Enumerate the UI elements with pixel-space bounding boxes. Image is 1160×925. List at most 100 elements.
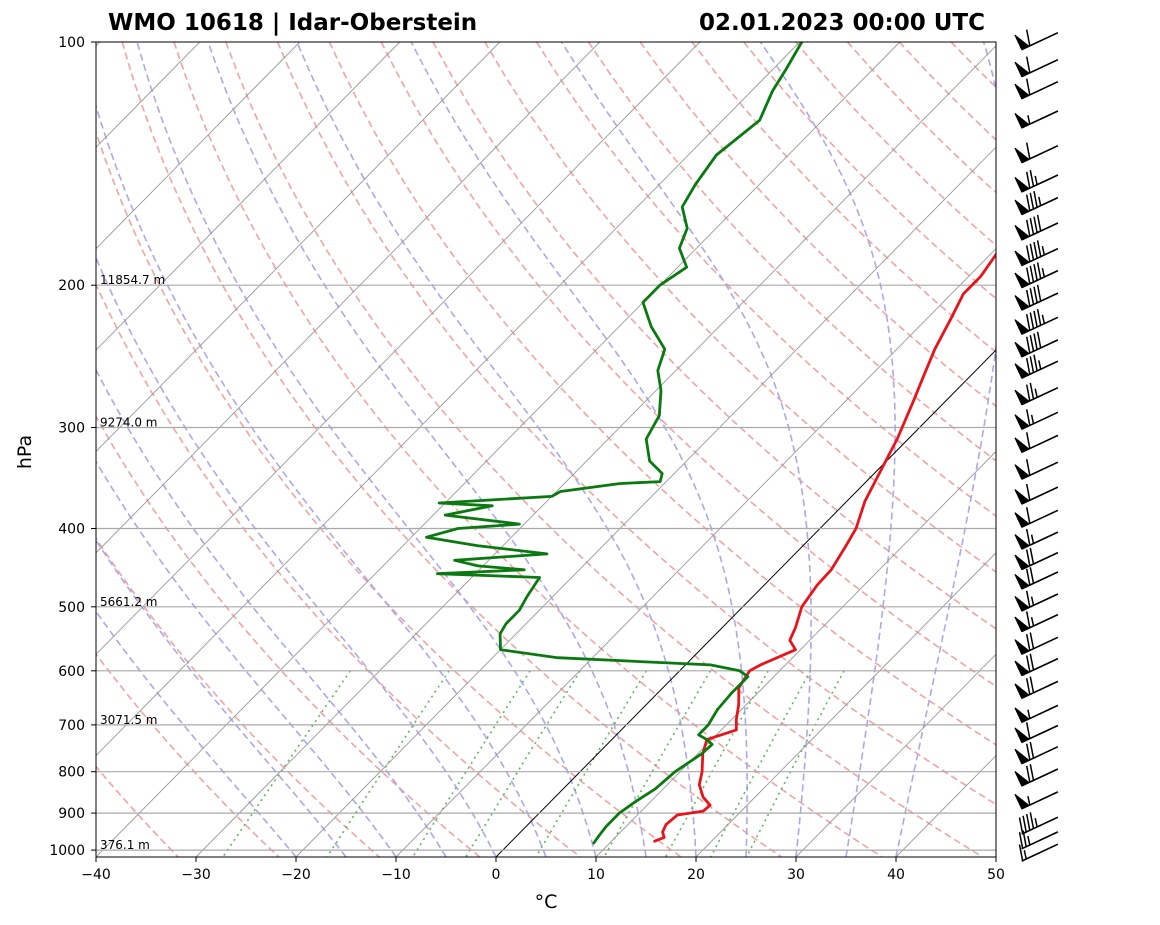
isotherm <box>96 42 801 757</box>
wind-barb <box>1018 830 1059 850</box>
barb-tick <box>1022 815 1027 833</box>
barb-tick <box>1025 458 1031 476</box>
isotherm <box>96 42 701 655</box>
barb-tick <box>1029 218 1035 235</box>
barb-tick <box>1025 267 1031 284</box>
wind-barb <box>1014 611 1059 633</box>
mixing-ratio-line <box>535 670 648 857</box>
x-tick-label: −40 <box>81 867 111 883</box>
barb-staff <box>1021 831 1059 850</box>
barb-tick <box>1025 611 1031 628</box>
barb-tick <box>1025 219 1031 237</box>
wind-barb <box>1014 676 1059 700</box>
temperature-profile <box>653 252 996 843</box>
moist-adiabat <box>96 459 397 857</box>
barb-flag <box>1014 512 1030 528</box>
height-label: 3071.5 m <box>100 713 158 727</box>
y-tick-label: 700 <box>58 718 85 734</box>
barb-flag <box>1014 437 1030 453</box>
barb-half-tick <box>1034 175 1038 185</box>
barb-flag <box>1014 363 1030 379</box>
barb-tick <box>1025 289 1031 307</box>
wind-barb <box>1014 507 1059 528</box>
wind-barb <box>1014 567 1059 590</box>
wind-barb <box>1014 284 1059 311</box>
isobar-grid <box>96 284 996 851</box>
barb-half-tick <box>1030 534 1035 544</box>
isotherm <box>195 45 996 857</box>
barb-flag <box>1014 554 1030 571</box>
barb-tick <box>1018 844 1024 861</box>
dry-adiabat <box>328 42 996 746</box>
wind-barb <box>1014 632 1059 655</box>
height-label: 9274.0 m <box>100 416 158 430</box>
isotherm <box>96 42 901 857</box>
plot-frame <box>95 41 997 858</box>
wind-barb <box>1014 458 1059 480</box>
barb-flag <box>1014 272 1030 289</box>
mixing-ratio-line <box>664 670 769 857</box>
barb-flag <box>1014 793 1030 810</box>
barb-half-tick <box>1041 314 1046 324</box>
barb-flag <box>1014 225 1030 241</box>
barb-tick <box>1025 245 1031 262</box>
barb-tick <box>1025 78 1031 96</box>
barb-tick <box>1025 483 1031 501</box>
barb-tick <box>1029 356 1035 373</box>
mixing-ratio-line <box>326 670 450 857</box>
moist-adiabat <box>296 42 697 857</box>
barb-tick <box>1025 357 1031 375</box>
barb-half-tick <box>1041 245 1046 256</box>
x-axis-label: °C <box>535 891 558 913</box>
x-tick-label: 40 <box>887 867 905 883</box>
barb-tick <box>1029 567 1035 584</box>
barb-half-tick <box>1038 360 1042 370</box>
barb-tick <box>1025 56 1031 73</box>
barb-flag <box>1014 660 1030 677</box>
barb-tick <box>1025 142 1031 159</box>
barb-tick <box>1029 653 1035 671</box>
barb-flag <box>1014 683 1030 699</box>
barb-tick <box>1025 678 1031 695</box>
barb-staff <box>1021 843 1059 862</box>
isotherm <box>795 653 996 857</box>
wind-barb <box>1014 214 1059 241</box>
barb-tick <box>1036 331 1042 349</box>
barb-flag <box>1014 34 1030 51</box>
y-tick-label: 400 <box>58 522 85 538</box>
zero-isotherm <box>495 349 996 857</box>
barb-tick <box>1025 171 1031 189</box>
barb-tick <box>1036 308 1042 326</box>
barb-tick <box>1029 243 1035 261</box>
wind-barb <box>1014 308 1059 335</box>
moist-adiabat <box>136 42 597 857</box>
barb-flag <box>1014 748 1030 765</box>
barb-tick <box>1029 335 1035 352</box>
y-tick-label: 100 <box>58 35 85 51</box>
barb-tick <box>1025 568 1031 586</box>
wind-barb <box>1014 78 1059 100</box>
barb-tick <box>1025 432 1031 449</box>
barb-tick <box>1033 354 1038 372</box>
barb-flag <box>1014 727 1030 744</box>
wind-barb <box>1014 483 1059 505</box>
dry-adiabat <box>484 42 996 573</box>
isotherm <box>96 42 401 351</box>
wind-barb <box>1014 528 1059 550</box>
barb-tick <box>1029 764 1035 781</box>
barb-tick <box>1033 286 1038 303</box>
wind-barb <box>1014 409 1059 430</box>
barb-tick <box>1025 655 1031 672</box>
dry-adiabat <box>96 765 179 857</box>
barb-tick <box>1022 830 1027 847</box>
barb-tick <box>1029 312 1035 329</box>
moist-adiabat <box>759 42 896 857</box>
wind-barb <box>1014 653 1059 677</box>
barb-half-tick <box>1030 617 1035 627</box>
isotherm <box>595 450 996 857</box>
y-tick-label: 300 <box>58 421 85 437</box>
barb-tick <box>1025 722 1031 739</box>
isotherm <box>295 146 996 857</box>
barb-tick <box>1033 264 1038 281</box>
